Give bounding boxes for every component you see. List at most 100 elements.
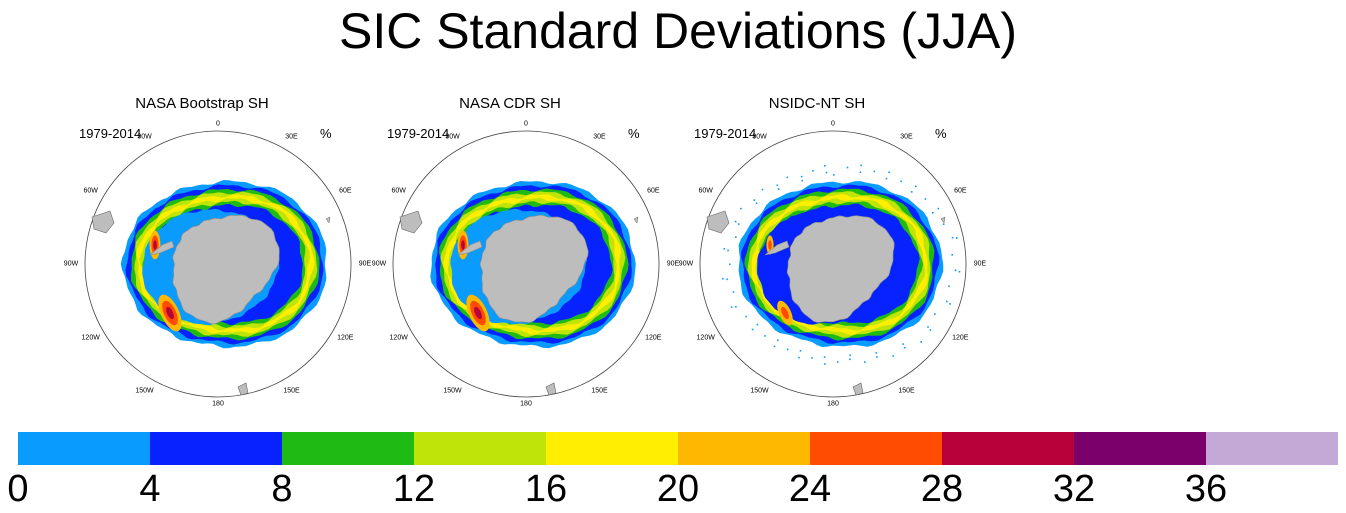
antarctica-landmass: [479, 214, 589, 323]
colorbar: [18, 432, 1338, 465]
longitude-label: 30E: [285, 133, 298, 141]
sea-ice-speckle: [902, 343, 904, 345]
south-america-landmass: [706, 210, 730, 234]
sea-ice-speckle: [860, 164, 862, 167]
longitude-label: 60W: [391, 187, 406, 194]
sea-ice-speckle: [777, 188, 780, 190]
sea-ice-speckle: [727, 249, 729, 252]
kerguelen-landmass: [633, 216, 639, 224]
high-variability-spot: [166, 306, 174, 320]
colorbar-segment: [414, 432, 546, 465]
sea-ice-speckle: [751, 328, 754, 331]
sea-ice-speckle: [849, 358, 851, 361]
sea-ice-speckle: [786, 176, 789, 179]
sea-ice-speckle: [745, 315, 747, 318]
sea-ice-speckle: [849, 354, 851, 357]
sea-ice-speckle: [892, 355, 895, 357]
sea-ice-speckle: [888, 171, 890, 174]
sea-ice-speckle: [740, 207, 742, 210]
period-label: 1979-2014: [694, 126, 757, 141]
longitude-label: 0: [831, 120, 835, 128]
sea-ice-speckle: [801, 179, 803, 182]
sea-ice-speckle: [951, 254, 953, 256]
longitude-label: 90W: [63, 260, 79, 268]
sea-ice-speckle: [723, 248, 726, 250]
new-zealand-landmass: [545, 382, 557, 396]
longitude-label: 90W: [371, 260, 387, 268]
sea-ice-speckle: [915, 185, 917, 188]
longitude-label: 60E: [339, 187, 352, 194]
sea-ice-speckle: [958, 270, 961, 273]
polar-stereographic-map: [699, 130, 967, 398]
colorbar-tick-label: 36: [1184, 468, 1228, 510]
longitude-label: 180: [520, 400, 532, 408]
antarctica-landmass: [172, 214, 280, 325]
longitude-label: 120E: [645, 334, 662, 341]
polar-stereographic-map: [392, 130, 660, 398]
sea-ice-speckle: [956, 237, 958, 239]
colorbar-segment: [942, 432, 1074, 465]
sea-ice-speckle: [951, 236, 954, 239]
longitude-label: 120E: [337, 334, 354, 341]
high-variability-spot: [461, 240, 465, 250]
colorbar-tick-label: 12: [392, 468, 436, 510]
sea-ice-speckle: [929, 329, 932, 331]
map-panel-cdr: NASA CDR SH 1979-2014% 0 30E 60E 90E 120E 150E 1…: [370, 95, 679, 408]
longitude-label: 120W: [81, 334, 100, 341]
longitude-label: 30E: [900, 133, 913, 141]
map-panel-nt: NSIDC-NT SH 1979-2014% 0 30E 60E 90E 120E 150E 1…: [677, 95, 986, 408]
longitude-label: 60W: [83, 187, 98, 194]
colorbar-tick-label: 4: [139, 468, 161, 510]
sea-ice-speckle: [954, 269, 957, 272]
figure-title: SIC Standard Deviations (JJA): [338, 3, 1018, 59]
longitude-label: 150W: [750, 387, 769, 395]
kerguelen-landmass: [325, 216, 331, 224]
sea-ice-speckle: [903, 346, 906, 349]
sea-ice-speckle: [932, 212, 934, 214]
sea-ice-speckle: [833, 174, 835, 176]
colorbar-tick-label: 0: [7, 468, 29, 510]
longitude-label: 120W: [696, 334, 715, 341]
colorbar-segment: [1074, 432, 1206, 465]
sea-ice-speckle: [836, 361, 839, 363]
sea-ice-speckle: [726, 278, 728, 281]
sea-ice-speckle: [920, 341, 922, 343]
sea-ice-speckle: [876, 356, 878, 358]
colorbar-segment: [678, 432, 810, 465]
sea-ice-speckle: [737, 223, 740, 225]
polar-stereographic-map: [84, 130, 352, 398]
antarctica-landmass: [786, 215, 895, 323]
longitude-label: 60W: [698, 187, 713, 194]
antarctic-peninsula: [149, 240, 175, 256]
sea-ice-speckle: [732, 291, 735, 293]
longitude-label: 30W: [445, 133, 460, 141]
sea-ice-speckle: [825, 171, 828, 174]
longitude-label: 150W: [135, 387, 154, 395]
colorbar-segment: [546, 432, 678, 465]
colorbar-segment: [150, 432, 282, 465]
sea-ice-speckle: [735, 305, 737, 308]
new-zealand-landmass: [852, 382, 864, 396]
panel-title: NASA Bootstrap SH: [135, 95, 269, 112]
sea-ice-speckle: [859, 171, 862, 173]
sea-ice-speckle: [875, 352, 878, 354]
high-variability-spot: [153, 240, 157, 250]
colorbar-segment: [282, 432, 414, 465]
longitude-label: 90E: [358, 260, 372, 268]
sea-ice-speckle: [776, 184, 779, 187]
panel-title: NSIDC-NT SH: [768, 95, 866, 112]
sea-ice-speckle: [756, 323, 759, 326]
high-variability-spot: [768, 240, 772, 250]
high-variability-spot: [474, 306, 482, 320]
sea-ice-speckle: [924, 198, 927, 200]
sea-ice-speckle: [761, 188, 764, 191]
sea-ice-speckle: [823, 356, 826, 358]
longitude-label: 30E: [593, 133, 606, 141]
high-variability-spot: [781, 306, 789, 320]
period-label: 1979-2014: [79, 126, 142, 141]
antarctic-peninsula: [457, 240, 483, 256]
longitude-label: 180: [827, 400, 839, 408]
units-label: %: [628, 126, 640, 141]
south-america-landmass: [91, 210, 115, 234]
colorbar-segment: [1206, 432, 1338, 465]
